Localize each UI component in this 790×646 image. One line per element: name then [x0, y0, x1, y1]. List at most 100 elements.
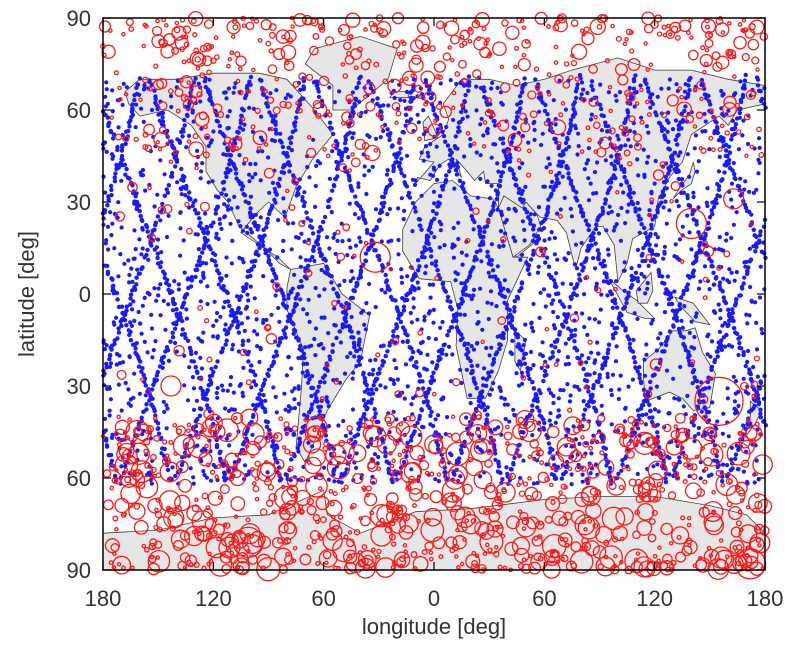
blue-data-point: [623, 119, 628, 124]
blue-data-point: [170, 308, 176, 313]
blue-data-point: [466, 74, 472, 79]
blue-data-point: [316, 234, 321, 239]
blue-data-point: [227, 303, 232, 309]
blue-data-point: [108, 397, 113, 402]
blue-data-point: [292, 386, 297, 391]
blue-data-point: [351, 131, 356, 136]
blue-data-point: [178, 226, 183, 231]
blue-data-point: [644, 160, 650, 165]
blue-data-point: [249, 385, 254, 390]
blue-data-point: [490, 207, 496, 213]
blue-data-point: [126, 128, 131, 134]
blue-data-point: [751, 227, 756, 232]
blue-data-point: [314, 239, 319, 244]
blue-data-point: [507, 307, 512, 313]
blue-data-point: [389, 181, 394, 186]
blue-data-point: [244, 224, 249, 229]
blue-data-point: [250, 432, 255, 437]
blue-data-point: [120, 102, 125, 107]
blue-data-point: [424, 235, 429, 240]
blue-data-point: [198, 263, 203, 268]
blue-data-point: [686, 349, 691, 354]
blue-data-point: [160, 201, 165, 207]
blue-data-point: [379, 287, 384, 292]
blue-data-point: [734, 443, 739, 448]
blue-data-point: [234, 176, 239, 181]
blue-data-point: [368, 86, 374, 91]
blue-data-point: [467, 79, 472, 85]
blue-data-point: [654, 243, 659, 248]
blue-data-point: [283, 472, 288, 477]
blue-data-point: [161, 399, 166, 404]
blue-data-point: [289, 135, 294, 140]
blue-data-point: [149, 481, 154, 486]
blue-data-point: [295, 445, 300, 451]
blue-data-point: [373, 136, 379, 141]
blue-data-point: [685, 393, 690, 398]
blue-data-point: [514, 114, 520, 120]
blue-data-point: [489, 301, 494, 306]
blue-data-point: [648, 379, 653, 385]
blue-data-point: [145, 350, 150, 355]
blue-data-point: [539, 365, 544, 371]
blue-data-point: [631, 190, 636, 195]
blue-data-point: [438, 228, 443, 233]
blue-data-point: [396, 206, 401, 211]
blue-data-point: [309, 406, 314, 411]
blue-data-point: [110, 284, 115, 289]
blue-data-point: [520, 219, 526, 224]
blue-data-point: [429, 254, 434, 259]
blue-data-point: [442, 243, 447, 248]
blue-data-point: [427, 225, 433, 230]
blue-data-point: [241, 127, 246, 132]
blue-data-point: [645, 237, 651, 242]
blue-data-point: [358, 346, 363, 352]
blue-data-point: [724, 231, 729, 236]
blue-data-point: [616, 471, 621, 476]
blue-data-point: [491, 381, 496, 386]
blue-data-point: [359, 310, 364, 315]
blue-data-point: [365, 230, 370, 235]
blue-data-point: [423, 144, 429, 149]
blue-data-point: [358, 268, 364, 273]
blue-data-point: [417, 373, 423, 378]
blue-data-point: [574, 86, 580, 91]
blue-data-point: [279, 170, 284, 175]
blue-data-point: [184, 307, 189, 312]
blue-data-point: [750, 379, 755, 384]
blue-data-point: [296, 235, 301, 241]
blue-data-point: [655, 252, 661, 257]
blue-data-point: [154, 298, 159, 303]
blue-data-point: [647, 402, 652, 408]
blue-data-point: [318, 379, 323, 385]
blue-data-point: [179, 187, 184, 192]
blue-data-point: [160, 115, 165, 120]
blue-data-point: [240, 228, 245, 233]
blue-data-point: [442, 470, 447, 475]
blue-data-point: [734, 298, 739, 303]
blue-data-point: [426, 154, 431, 159]
blue-data-point: [331, 286, 336, 292]
blue-data-point: [258, 347, 263, 352]
blue-data-point: [542, 420, 547, 426]
blue-data-point: [355, 280, 360, 285]
blue-data-point: [741, 281, 746, 286]
blue-data-point: [526, 140, 531, 145]
blue-data-point: [310, 231, 316, 236]
blue-data-point: [391, 333, 396, 339]
blue-data-point: [197, 413, 203, 418]
blue-data-point: [444, 352, 449, 357]
blue-data-point: [495, 469, 500, 474]
blue-data-point: [230, 347, 235, 352]
blue-data-point: [465, 426, 470, 431]
blue-data-point: [585, 90, 590, 96]
blue-data-point: [288, 140, 294, 146]
blue-data-point: [568, 393, 573, 398]
blue-data-point: [156, 293, 161, 298]
blue-data-point: [322, 315, 327, 320]
blue-data-point: [550, 354, 555, 359]
blue-data-point: [647, 408, 653, 414]
blue-data-point: [685, 282, 690, 287]
blue-data-point: [603, 363, 608, 368]
blue-data-point: [659, 274, 665, 279]
